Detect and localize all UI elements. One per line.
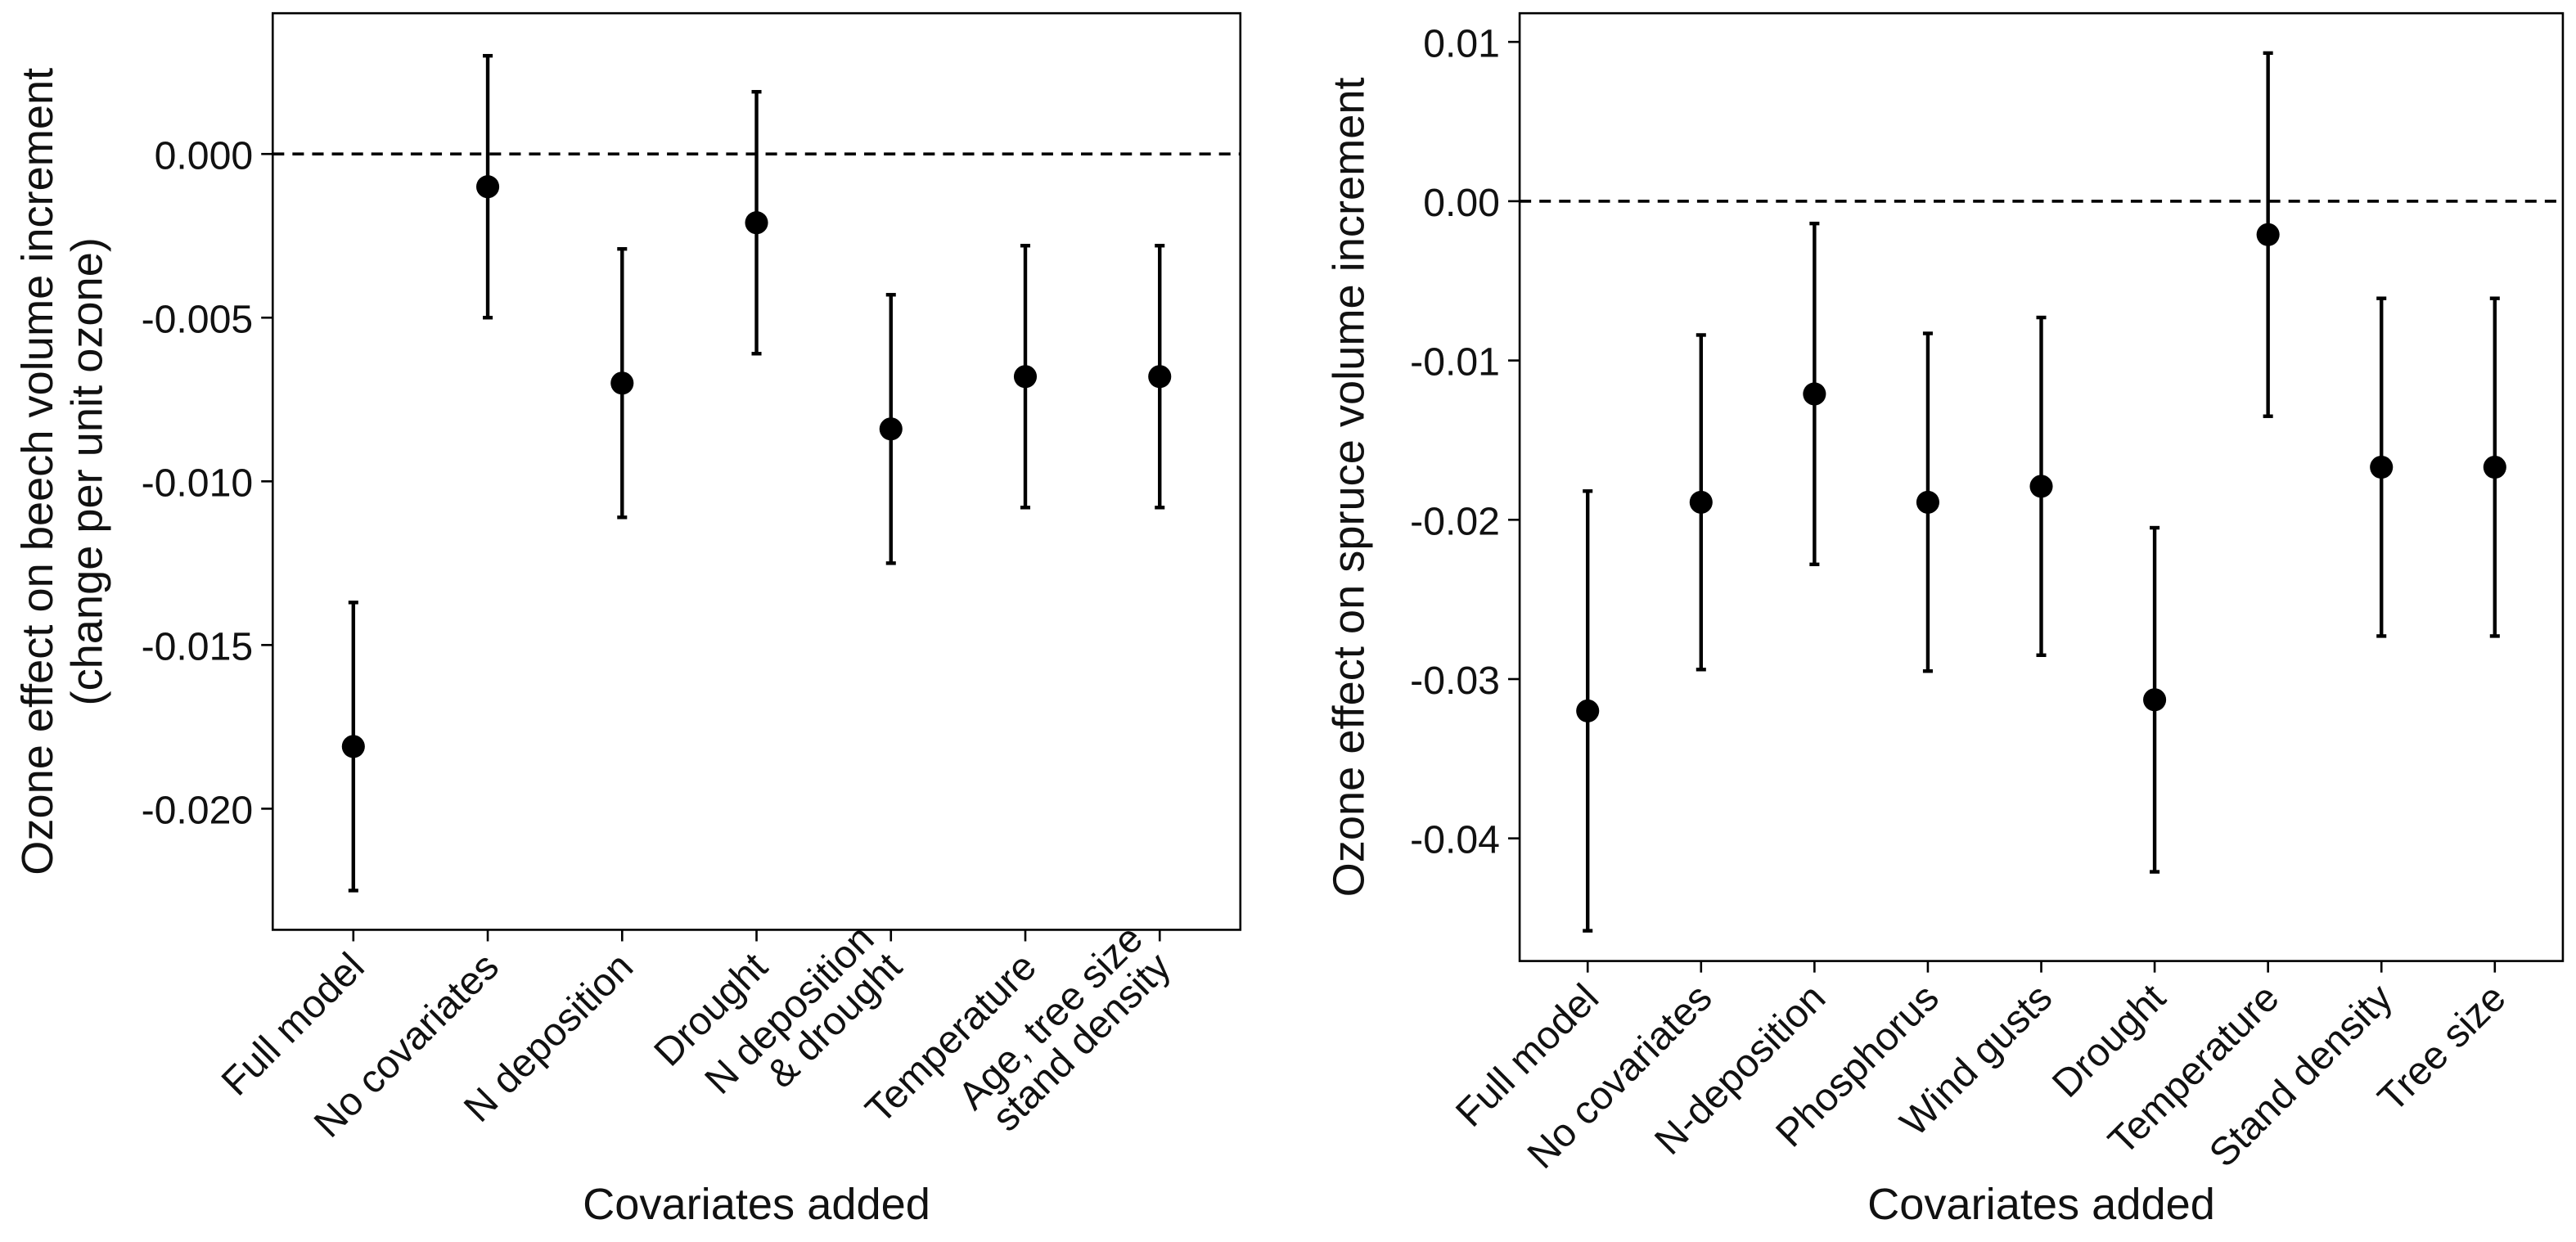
y-tick-label: -0.01 <box>1410 340 1500 385</box>
point <box>1576 699 1600 722</box>
y-tick-label: -0.015 <box>142 624 254 668</box>
point <box>1689 490 1713 514</box>
point <box>745 211 768 235</box>
point <box>2256 223 2280 246</box>
y-tick-label: 0.00 <box>1423 181 1500 225</box>
point <box>341 735 365 758</box>
point <box>2029 475 2053 498</box>
point <box>1013 365 1038 389</box>
point <box>1148 365 1172 389</box>
y-tick-label: -0.04 <box>1410 818 1500 862</box>
y-axis-title: (change per unit ozone) <box>62 237 111 705</box>
x-axis-title: Covariates added <box>1867 1180 2215 1229</box>
y-tick-label: -0.005 <box>142 297 254 341</box>
point <box>2370 455 2394 479</box>
point <box>610 371 634 395</box>
y-tick-label: 0.000 <box>155 133 254 178</box>
point <box>879 417 903 441</box>
y-tick-label: 0.01 <box>1423 21 1500 65</box>
point <box>2483 455 2506 479</box>
point <box>1916 490 1939 514</box>
point <box>1803 382 1826 406</box>
point <box>2143 688 2167 712</box>
y-axis-title: Ozone effect on spruce volume increment <box>1324 77 1373 897</box>
y-tick-label: -0.010 <box>142 461 254 505</box>
y-tick-label: -0.02 <box>1410 499 1500 543</box>
y-axis-title: Ozone effect on beech volume increment <box>13 68 62 875</box>
point <box>475 175 500 199</box>
y-tick-label: -0.020 <box>142 788 254 832</box>
y-tick-label: -0.03 <box>1410 659 1500 703</box>
x-axis-title: Covariates added <box>583 1180 930 1229</box>
